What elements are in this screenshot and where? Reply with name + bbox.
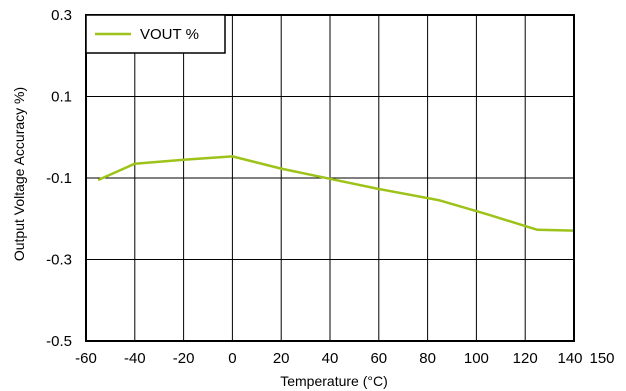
x-tick-label: 100 [464, 350, 489, 367]
y-tick-labels: 0.3 0.1 -0.1 -0.3 -0.5 [46, 7, 72, 350]
x-tick-label: 120 [513, 350, 538, 367]
x-tick-label: 80 [419, 350, 436, 367]
y-tick-label: -0.5 [46, 333, 72, 350]
series-layer [97, 155, 575, 232]
x-tick-label: -60 [75, 350, 97, 367]
x-tick-labels: -60 -40 -20 0 20 40 60 80 100 120 140 150 [75, 350, 614, 367]
y-tick-label: 0.3 [51, 7, 72, 24]
series-line [97, 155, 575, 232]
x-tick-label: 60 [370, 350, 387, 367]
x-tick-label: 40 [322, 350, 339, 367]
legend: VOUT % [85, 14, 226, 54]
plot-frame [85, 14, 575, 342]
x-tick-label: -20 [173, 350, 195, 367]
x-tick-label: 150 [589, 350, 614, 367]
x-tick-label: 20 [273, 350, 290, 367]
y-axis-title: Output Voltage Accuracy %) [11, 87, 27, 261]
x-axis-title: Temperature (°C) [280, 373, 388, 389]
x-tick-label: 0 [228, 350, 236, 367]
y-tick-label: -0.3 [46, 252, 72, 269]
legend-label: VOUT % [140, 26, 199, 43]
y-tick-label: 0.1 [51, 89, 72, 106]
y-tick-label: -0.1 [46, 170, 72, 187]
x-tick-label: -40 [124, 350, 146, 367]
x-tick-label: 140 [557, 350, 582, 367]
